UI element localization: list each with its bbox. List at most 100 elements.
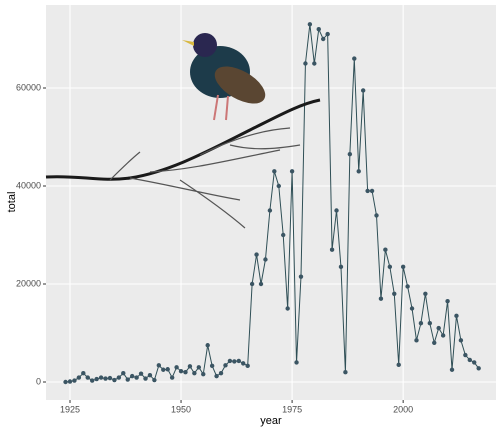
point	[138, 371, 144, 376]
point	[263, 257, 268, 262]
point	[378, 296, 384, 301]
point	[458, 338, 464, 343]
bird-illustration	[45, 33, 321, 229]
point	[143, 376, 148, 381]
point	[258, 281, 264, 287]
point	[147, 372, 153, 378]
point	[418, 321, 424, 326]
point	[387, 264, 393, 270]
line	[65, 24, 480, 383]
point	[218, 370, 224, 376]
grid	[46, 5, 496, 400]
y-axis-label: total	[6, 192, 18, 213]
point	[201, 371, 206, 377]
point	[156, 363, 162, 368]
point	[445, 298, 450, 304]
point	[112, 377, 117, 383]
point	[329, 247, 335, 252]
point	[289, 169, 295, 174]
point	[129, 373, 135, 379]
point	[125, 377, 130, 382]
point	[116, 375, 122, 380]
point	[165, 367, 170, 372]
point	[81, 370, 86, 376]
point	[183, 370, 188, 375]
point	[152, 377, 157, 383]
point	[414, 338, 419, 343]
point	[432, 340, 437, 346]
y-tick-label: 20000	[16, 278, 41, 288]
point	[476, 366, 481, 371]
x-axis-label: year	[260, 415, 282, 427]
point	[196, 365, 202, 370]
point	[356, 169, 361, 174]
y-tick-label: 60000	[16, 82, 41, 92]
point	[360, 88, 366, 93]
point	[343, 370, 348, 375]
point	[187, 364, 193, 369]
point	[467, 357, 472, 363]
point	[303, 61, 308, 66]
point	[232, 359, 237, 364]
x-tick-label: 1950	[171, 404, 191, 414]
point	[169, 375, 175, 380]
point	[316, 27, 321, 32]
point	[463, 352, 468, 358]
point	[161, 367, 166, 372]
point	[365, 188, 370, 194]
point	[267, 208, 273, 213]
point	[63, 379, 68, 385]
point	[236, 358, 241, 364]
point	[454, 313, 459, 319]
point	[298, 274, 304, 279]
point	[405, 284, 410, 289]
point	[241, 361, 246, 366]
point	[396, 362, 401, 368]
point	[67, 379, 73, 384]
point	[285, 306, 290, 311]
point	[227, 358, 233, 364]
point	[281, 232, 286, 238]
point	[174, 365, 179, 370]
point	[209, 363, 215, 369]
point	[178, 369, 184, 374]
x-tick-label: 2000	[393, 404, 413, 414]
point	[440, 333, 446, 338]
x-tick-label: 1975	[282, 404, 302, 414]
point	[76, 375, 82, 380]
point	[400, 264, 406, 270]
point	[347, 151, 353, 157]
point	[436, 325, 441, 331]
point	[276, 183, 281, 189]
point	[338, 264, 344, 270]
point	[374, 213, 379, 218]
point	[369, 188, 375, 194]
point	[423, 291, 428, 297]
point	[192, 370, 197, 376]
point	[307, 22, 313, 27]
point	[205, 343, 210, 348]
point	[472, 360, 477, 365]
point	[98, 375, 104, 380]
point	[94, 376, 99, 382]
point	[449, 367, 455, 372]
point	[103, 376, 108, 381]
point	[312, 61, 317, 66]
point	[134, 375, 139, 380]
point	[72, 378, 77, 383]
point	[409, 306, 415, 311]
point	[383, 247, 388, 252]
point	[294, 360, 299, 365]
point	[249, 281, 255, 287]
y-tick-label: 40000	[16, 180, 41, 190]
point	[254, 252, 259, 257]
marks	[63, 22, 481, 385]
point	[427, 321, 433, 326]
point	[245, 363, 250, 369]
point	[223, 363, 228, 368]
point	[325, 31, 330, 37]
point	[352, 56, 357, 61]
point	[334, 208, 339, 213]
point	[214, 373, 219, 379]
point	[272, 169, 277, 174]
